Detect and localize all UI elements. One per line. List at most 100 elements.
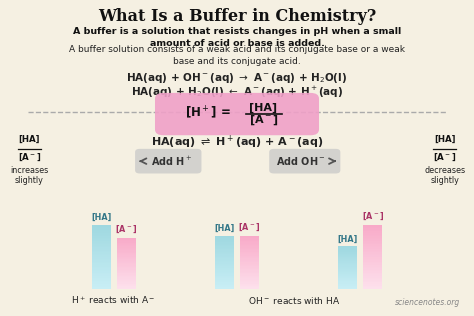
Bar [117, 270, 136, 271]
Bar [240, 254, 259, 256]
Bar [240, 248, 259, 249]
Bar [240, 283, 259, 285]
Bar [117, 238, 136, 239]
Text: What Is a Buffer in Chemistry?: What Is a Buffer in Chemistry? [98, 8, 376, 25]
Bar [215, 238, 234, 240]
Bar [117, 244, 136, 246]
Text: HA(aq) + OH$^-$(aq) $\rightarrow$ A$^-$(aq) + H$_2$O(l): HA(aq) + OH$^-$(aq) $\rightarrow$ A$^-$(… [127, 71, 347, 85]
Bar [338, 288, 357, 289]
Bar [338, 253, 357, 254]
Bar [117, 248, 136, 249]
Bar [240, 246, 259, 248]
Bar [363, 232, 382, 234]
Bar [363, 246, 382, 248]
Bar [338, 254, 357, 255]
Bar [240, 271, 259, 273]
Bar [215, 262, 234, 264]
Bar [363, 276, 382, 278]
Bar [338, 269, 357, 270]
FancyBboxPatch shape [269, 149, 340, 173]
Bar [338, 285, 357, 286]
Bar [117, 286, 136, 288]
Bar [117, 252, 136, 253]
Bar [92, 278, 111, 280]
Text: [HA]: [HA] [215, 224, 235, 233]
Text: [HA]: [HA] [91, 213, 111, 222]
Bar [363, 262, 382, 264]
Bar [117, 264, 136, 266]
Text: [HA]: [HA] [434, 135, 456, 143]
Bar [240, 236, 259, 237]
Bar [363, 243, 382, 245]
Bar [215, 236, 234, 237]
Bar [363, 230, 382, 232]
Bar [240, 245, 259, 247]
Bar [338, 278, 357, 280]
Bar [117, 284, 136, 285]
Text: OH$^-$ reacts with HA: OH$^-$ reacts with HA [248, 295, 340, 306]
Text: sciencenotes.org: sciencenotes.org [394, 298, 460, 307]
Bar [117, 267, 136, 269]
Bar [117, 258, 136, 260]
Bar [338, 248, 357, 250]
Bar [92, 238, 111, 240]
Text: [HA]: [HA] [18, 135, 40, 143]
Bar [117, 259, 136, 261]
Bar [240, 264, 259, 265]
Bar [240, 286, 259, 288]
Bar [117, 275, 136, 276]
Bar [363, 270, 382, 272]
Bar [92, 225, 111, 227]
Bar [240, 282, 259, 284]
Bar [117, 285, 136, 287]
Bar [338, 255, 357, 256]
Bar [338, 276, 357, 277]
Bar [240, 288, 259, 289]
Bar [240, 280, 259, 281]
Bar [338, 274, 357, 275]
Bar [363, 227, 382, 228]
Bar [363, 247, 382, 249]
Bar [215, 254, 234, 256]
Text: increases: increases [10, 166, 48, 175]
Bar [363, 278, 382, 280]
Bar [215, 283, 234, 285]
Bar [363, 233, 382, 235]
Bar [240, 278, 259, 280]
Bar [92, 236, 111, 238]
Bar [92, 255, 111, 257]
Bar [338, 261, 357, 263]
Bar [215, 260, 234, 261]
Bar [92, 284, 111, 286]
Bar [363, 228, 382, 230]
Bar [338, 252, 357, 253]
Bar [338, 283, 357, 285]
Bar [240, 277, 259, 278]
Bar [338, 283, 357, 284]
Bar [92, 265, 111, 267]
Bar [338, 277, 357, 278]
Bar [338, 258, 357, 259]
Text: [HA]: [HA] [249, 103, 278, 113]
Bar [338, 280, 357, 282]
Bar [117, 253, 136, 254]
Bar [363, 249, 382, 251]
Bar [92, 247, 111, 249]
Bar [363, 284, 382, 286]
Bar [240, 262, 259, 264]
Bar [240, 240, 259, 241]
Bar [240, 261, 259, 263]
Bar [215, 266, 234, 268]
Bar [215, 276, 234, 277]
Bar [92, 241, 111, 243]
Bar [363, 238, 382, 240]
Bar [117, 268, 136, 270]
Bar [117, 245, 136, 247]
Bar [215, 256, 234, 257]
Bar [117, 262, 136, 264]
Bar [338, 257, 357, 258]
Bar [92, 232, 111, 234]
Bar [363, 225, 382, 227]
Bar [215, 280, 234, 281]
Bar [338, 275, 357, 276]
